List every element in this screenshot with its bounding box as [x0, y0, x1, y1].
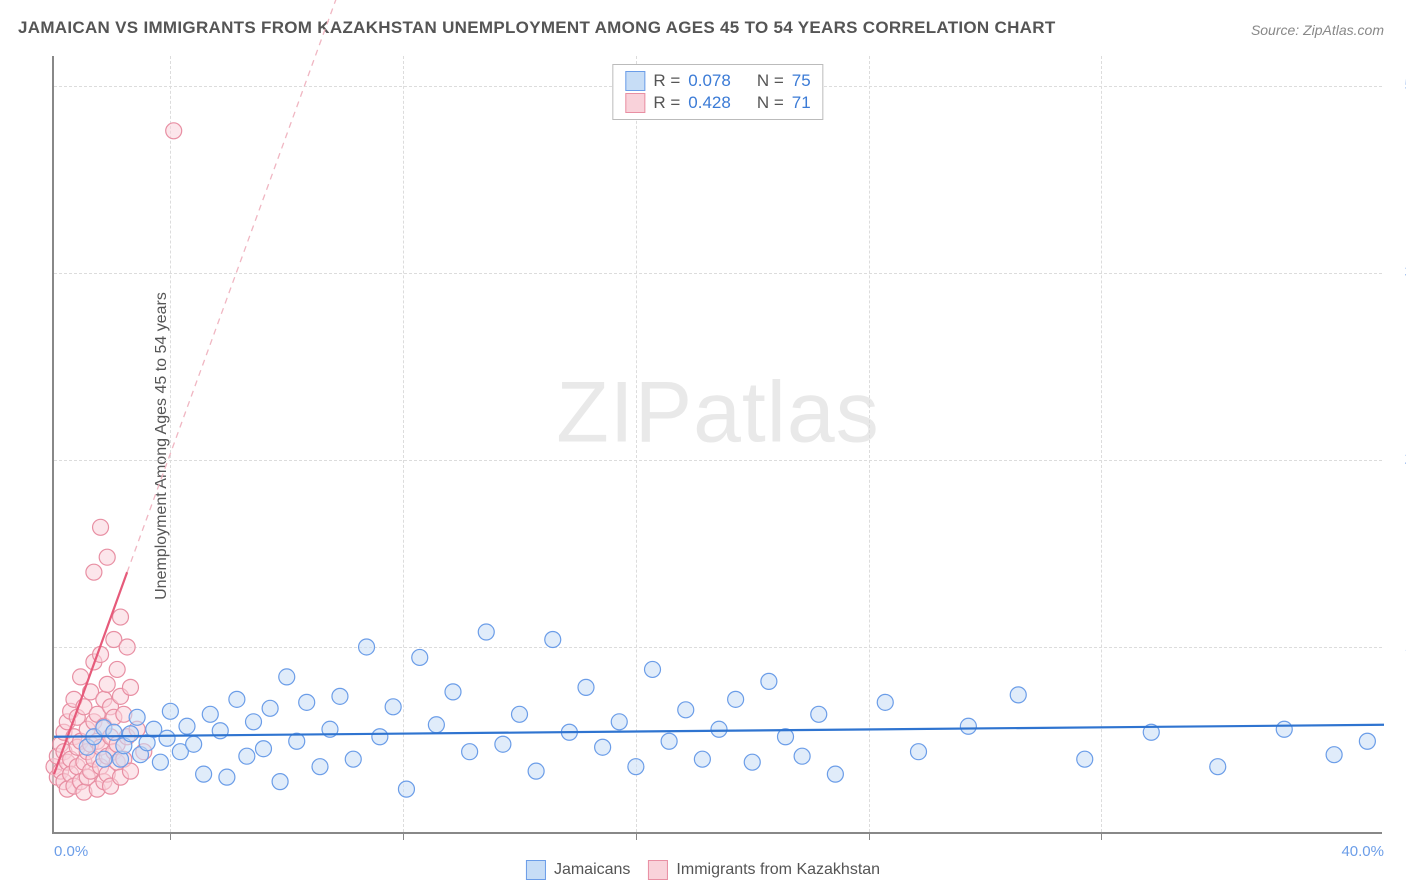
x-tick-origin: 0.0%	[54, 843, 88, 860]
x-tick-end: 40.0%	[1341, 843, 1384, 860]
y-tick-label: 37.5%	[1390, 264, 1406, 282]
swatch-pink	[648, 860, 668, 880]
y-tick-label: 12.5%	[1390, 638, 1406, 656]
r-label: R =	[653, 71, 680, 91]
correlation-legend: R = 0.078 N = 75 R = 0.428 N = 71	[612, 64, 823, 120]
legend-item-jamaicans: Jamaicans	[526, 860, 630, 880]
swatch-pink	[625, 93, 645, 113]
series-legend: Jamaicans Immigrants from Kazakhstan	[526, 860, 880, 880]
legend-row-blue: R = 0.078 N = 75	[625, 71, 810, 91]
n-label: N =	[757, 71, 784, 91]
y-tick-label: 50.0%	[1390, 77, 1406, 95]
legend-item-kazakhstan: Immigrants from Kazakhstan	[648, 860, 880, 880]
r-label: R =	[653, 93, 680, 113]
r-value-pink: 0.428	[688, 93, 731, 113]
legend-label-b: Immigrants from Kazakhstan	[676, 861, 880, 879]
r-value-blue: 0.078	[688, 71, 731, 91]
plot-area: ZIPatlas R = 0.078 N = 75 R = 0.428 N = …	[52, 56, 1382, 834]
n-value-blue: 75	[792, 71, 811, 91]
legend-row-pink: R = 0.428 N = 71	[625, 93, 810, 113]
n-label: N =	[757, 93, 784, 113]
swatch-blue	[625, 71, 645, 91]
legend-label-a: Jamaicans	[554, 861, 630, 879]
scatter-svg	[54, 56, 1382, 832]
swatch-blue	[526, 860, 546, 880]
y-tick-label: 25.0%	[1390, 451, 1406, 469]
n-value-pink: 71	[792, 93, 811, 113]
chart-title: JAMAICAN VS IMMIGRANTS FROM KAZAKHSTAN U…	[18, 18, 1056, 38]
source-label: Source: ZipAtlas.com	[1251, 22, 1384, 38]
